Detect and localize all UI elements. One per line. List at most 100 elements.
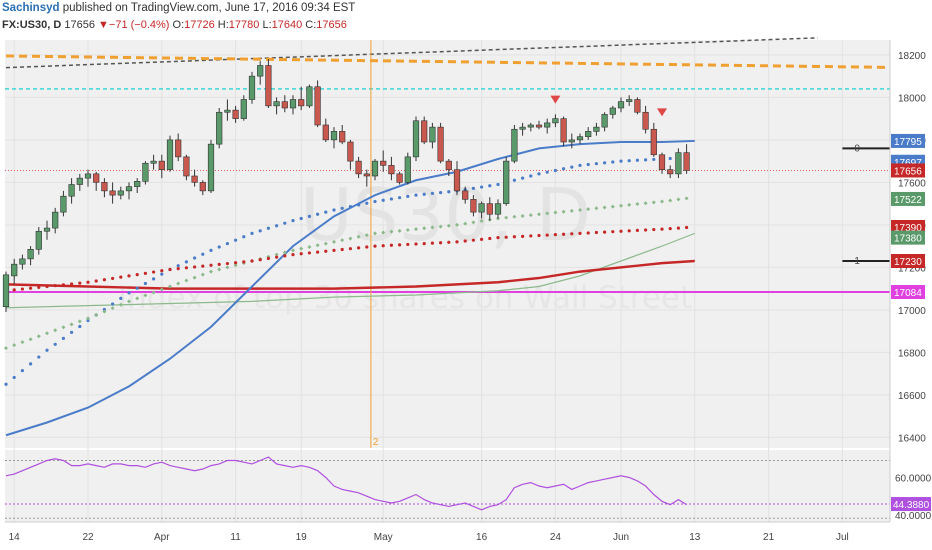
candle-body [216,111,223,145]
vertical-marker-label: 2 [373,437,379,448]
red-dot [102,278,106,282]
green-dot [463,221,468,226]
last-price: 17656 [64,19,95,31]
blue-dot [570,165,574,169]
green-dot [184,278,189,283]
candle-body [76,177,83,185]
blue-dot [389,197,393,201]
green-dot [512,214,517,219]
red-dot [209,263,213,267]
blue-dot [471,186,475,190]
red-dot [143,271,147,275]
x-tick-label: 19 [296,532,308,543]
y-tick-label: 16400 [898,433,926,444]
green-dot [192,275,197,280]
candle-body [19,258,26,265]
price-label: 17084 [894,288,922,299]
green-dot [233,263,238,268]
green-dot [504,215,509,220]
red-dot [357,246,361,250]
blue-dot [553,168,558,173]
blue-dot [258,229,262,233]
red-dot [78,281,82,285]
author-name[interactable]: Sachinsyd [2,2,60,14]
blue-dot [291,219,295,223]
blue-dot [250,231,254,235]
red-dot [168,267,172,272]
y-tick-label: 18200 [898,51,926,62]
red-dot [12,288,16,292]
green-dot [53,328,58,333]
rsi-line [5,456,687,511]
ohlc-header: FX:US30, D 17656 ▼−71 (−0.4%) O:17726 H:… [2,19,347,31]
price-label-bg [891,191,925,206]
blue-dot [127,291,131,295]
main-pane[interactable] [5,40,890,448]
green-dot [381,230,386,235]
close-label: C: [305,19,317,31]
candle-body [634,99,641,113]
y-tick-label: 17200 [898,263,926,274]
x-tick-label: May [374,532,393,543]
time-axis[interactable]: 14 22 Apr 11 19 May 16 24 Jun 13 21 Jul [5,521,890,543]
blue-dot [283,221,287,225]
blue-dot [480,185,484,189]
rsi-tick-label: 60.0000 [895,474,932,485]
candle-body [421,120,428,143]
blue-dot [86,318,90,323]
green-dot [537,212,541,217]
price-label-bg [891,133,925,148]
candle-body [503,160,510,204]
blue-dot [430,191,434,196]
price-label: 17697 [894,158,922,169]
red-dot [619,229,623,233]
overlays: 2 0 1 [4,37,891,448]
red-dot [275,255,279,259]
green-dot [684,196,689,201]
candle-body [199,182,206,192]
blue-dot [176,264,180,268]
y-tick-label: 18000 [898,93,926,104]
green-dot [200,272,205,277]
candle-body [224,109,231,113]
red-dot [455,240,459,244]
blue-dot [332,208,336,212]
green-dot [118,302,123,307]
candle-body [322,124,329,141]
candle-body [511,128,518,162]
open-label: O: [172,19,185,31]
green-dot [643,201,648,206]
down-arrow-marker [657,108,667,117]
candle-body [240,99,247,119]
green-dot [561,209,566,214]
candle-body [191,175,198,183]
red-dot [652,227,656,232]
green-dot [332,239,336,244]
blue-dot [217,245,221,249]
price-label: 17795 [894,137,922,148]
price-axis[interactable]: 1640016600168001700017200174001760017800… [889,40,926,522]
blue-dot [381,198,385,202]
candle-body [248,75,256,100]
green-dot [397,228,402,233]
candle-body [478,203,485,213]
candle-body [527,124,534,128]
red-dot [627,229,631,233]
green-dot [356,234,361,239]
green-dot [610,204,615,209]
orange-trend-line [5,54,891,69]
red-dot [53,284,57,288]
blue-dot [512,178,517,182]
candle-body [363,173,370,177]
publish-header: Sachinsyd published on TradingView.com, … [2,2,355,14]
red-dot [430,241,434,245]
low-value: 17640 [271,19,303,31]
blue-dot [201,252,205,256]
green-dot [168,284,172,289]
rsi-pane[interactable] [5,450,890,522]
green-dot [176,281,181,286]
green-dot [446,223,451,228]
rsi-current-bg [891,497,931,512]
